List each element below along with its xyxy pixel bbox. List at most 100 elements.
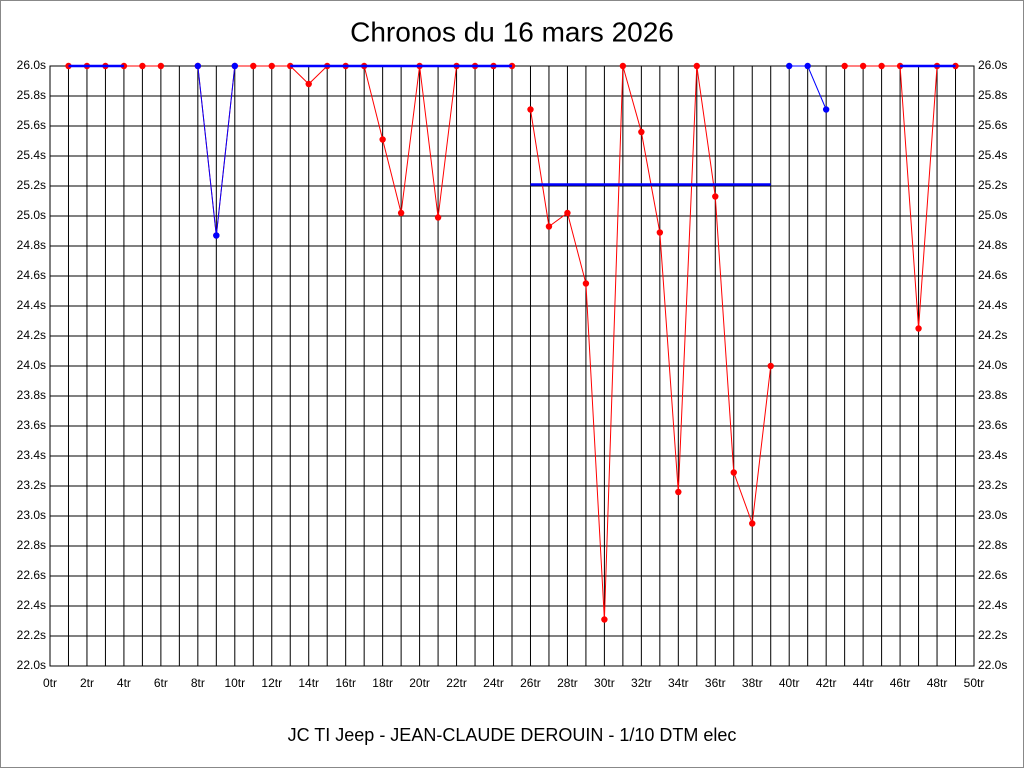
x-tick-label: 14tr xyxy=(298,676,319,690)
data-point xyxy=(675,488,682,496)
data-point xyxy=(194,62,202,70)
y-tick-label-right: 23.6s xyxy=(978,418,1007,432)
y-tick-label: 25.2s xyxy=(17,178,46,192)
x-tick-label: 48tr xyxy=(927,676,948,690)
y-tick-label-right: 22.2s xyxy=(978,628,1007,642)
x-tick-label: 16tr xyxy=(335,676,356,690)
y-tick-label-right: 24.4s xyxy=(978,298,1007,312)
data-point xyxy=(545,223,553,230)
data-point xyxy=(268,62,275,70)
data-point xyxy=(693,62,700,70)
y-tick-label: 22.4s xyxy=(17,598,46,612)
data-point xyxy=(305,80,312,88)
x-tick-label: 50tr xyxy=(964,676,985,690)
y-tick-label: 25.6s xyxy=(17,118,46,132)
y-tick-label-right: 24.8s xyxy=(978,238,1007,252)
x-tick-label: 26tr xyxy=(520,676,541,690)
y-tick-label: 26.0s xyxy=(17,58,46,72)
x-tick-label: 6tr xyxy=(154,676,168,690)
data-point xyxy=(915,325,922,332)
y-tick-label-right: 25.2s xyxy=(978,178,1007,192)
data-point xyxy=(786,62,793,70)
y-tick-label: 22.6s xyxy=(17,568,46,582)
y-tick-label-right: 22.4s xyxy=(978,598,1007,612)
data-point xyxy=(749,520,756,527)
x-tick-label: 40tr xyxy=(779,676,800,690)
data-point xyxy=(527,106,534,113)
x-axis-label: JC TI Jeep - JEAN-CLAUDE DEROUIN - 1/10 … xyxy=(288,725,737,745)
y-tick-label: 25.4s xyxy=(17,148,46,162)
data-point xyxy=(434,214,442,221)
y-tick-label-right: 25.0s xyxy=(978,208,1007,222)
data-point xyxy=(878,62,885,70)
y-tick-label-right: 25.4s xyxy=(978,148,1007,162)
data-point xyxy=(213,232,220,239)
data-point xyxy=(582,280,590,287)
data-point xyxy=(601,616,608,623)
data-point xyxy=(564,209,571,217)
x-tick-label: 32tr xyxy=(631,676,652,690)
chart-title: Chronos du 16 mars 2026 xyxy=(350,16,674,47)
y-tick-label: 25.0s xyxy=(17,208,46,222)
y-tick-label-right: 24.6s xyxy=(978,268,1007,282)
data-point xyxy=(231,62,238,70)
x-tick-label: 44tr xyxy=(853,676,874,690)
y-tick-label: 22.2s xyxy=(17,628,46,642)
y-tick-label-right: 23.0s xyxy=(978,508,1007,522)
data-point xyxy=(730,469,737,476)
x-tick-label: 4tr xyxy=(117,676,131,690)
data-point xyxy=(157,62,165,70)
x-tick-label: 28tr xyxy=(557,676,578,690)
y-tick-label: 22.0s xyxy=(17,658,46,672)
data-point xyxy=(767,362,774,370)
y-tick-label-right: 23.2s xyxy=(978,478,1007,492)
y-tick-label: 23.0s xyxy=(17,508,46,522)
y-tick-label-right: 24.2s xyxy=(978,328,1007,342)
x-tick-label: 36tr xyxy=(705,676,726,690)
y-tick-label-right: 25.6s xyxy=(978,118,1007,132)
y-tick-label-right: 24.0s xyxy=(978,358,1007,372)
y-tick-label: 24.4s xyxy=(17,298,46,312)
data-point xyxy=(250,62,257,70)
y-tick-label: 22.8s xyxy=(17,538,46,552)
x-tick-label: 0tr xyxy=(43,676,57,690)
data-point xyxy=(379,136,386,143)
series-line xyxy=(529,65,772,620)
x-tick-label: 18tr xyxy=(372,676,393,690)
data-point xyxy=(804,62,811,70)
data-point xyxy=(619,62,627,70)
data-point xyxy=(822,106,830,113)
y-tick-label: 24.8s xyxy=(17,238,46,252)
y-tick-label-right: 23.8s xyxy=(978,388,1007,402)
x-tick-label: 8tr xyxy=(191,676,205,690)
data-point xyxy=(139,62,146,70)
y-tick-label-right: 23.4s xyxy=(978,448,1007,462)
x-tick-label: 38tr xyxy=(742,676,763,690)
x-tick-label: 42tr xyxy=(816,676,837,690)
y-tick-label: 24.0s xyxy=(17,358,46,372)
x-tick-label: 12tr xyxy=(261,676,282,690)
y-tick-label: 23.8s xyxy=(17,388,46,402)
x-tick-label: 24tr xyxy=(483,676,504,690)
data-point xyxy=(712,193,719,200)
data-point xyxy=(841,62,848,70)
y-tick-label: 24.6s xyxy=(17,268,46,282)
y-tick-label-right: 22.8s xyxy=(978,538,1007,552)
y-tick-label: 24.2s xyxy=(17,328,46,342)
data-point xyxy=(656,229,664,236)
data-point xyxy=(859,62,867,70)
y-tick-label-right: 22.0s xyxy=(978,658,1007,672)
y-tick-label-right: 26.0s xyxy=(978,58,1007,72)
x-tick-label: 20tr xyxy=(409,676,430,690)
y-tick-label-right: 25.8s xyxy=(978,88,1007,102)
y-tick-label: 23.4s xyxy=(17,448,46,462)
data-point xyxy=(397,209,405,217)
y-tick-label-right: 22.6s xyxy=(978,568,1007,582)
x-tick-label: 10tr xyxy=(224,676,245,690)
data-point xyxy=(638,128,645,136)
x-tick-label: 46tr xyxy=(890,676,911,690)
y-tick-label: 23.6s xyxy=(17,418,46,432)
x-tick-label: 22tr xyxy=(446,676,467,690)
x-tick-label: 2tr xyxy=(80,676,94,690)
